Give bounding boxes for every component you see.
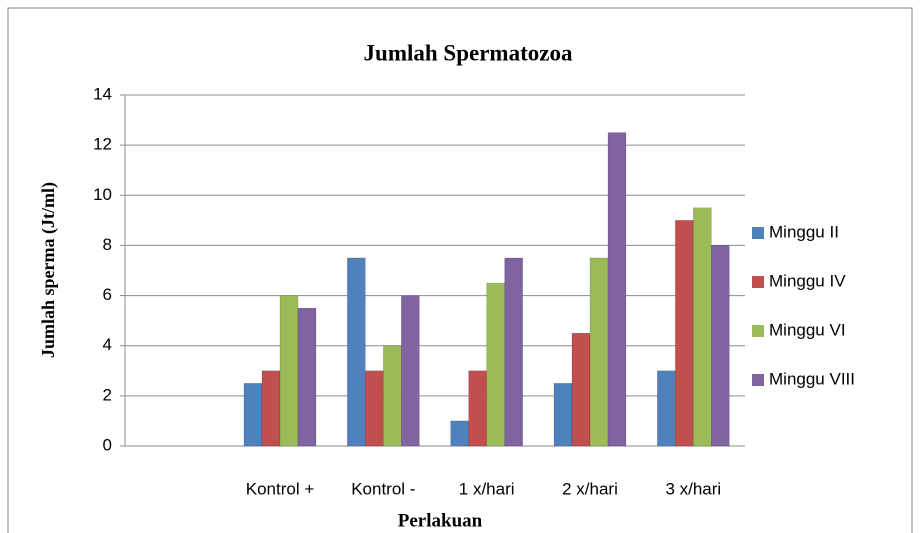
x-tick-label: 1 x/hari (459, 479, 515, 498)
bar (711, 245, 730, 447)
legend-label: Minggu VIII (769, 369, 855, 388)
bar (553, 383, 573, 447)
bar (243, 383, 263, 447)
legend-label: Minggu VI (769, 320, 846, 339)
x-tick-label: 2 x/hari (562, 479, 618, 498)
y-tick-label: 6 (103, 285, 112, 304)
legend-swatch (752, 374, 764, 386)
y-tick-label: 0 (103, 435, 112, 454)
bar (261, 370, 281, 447)
y-tick-label: 12 (93, 135, 112, 154)
bar (693, 207, 712, 447)
y-tick-label: 10 (93, 185, 112, 204)
bar (589, 257, 609, 447)
y-tick-label: 14 (93, 84, 112, 103)
bar (486, 282, 505, 447)
bar (347, 257, 366, 447)
bar (450, 420, 469, 447)
bar (657, 370, 676, 447)
bar (675, 220, 694, 447)
y-axis-label: Jumlah sperma (Jt/ml) (38, 182, 59, 358)
bar (607, 132, 627, 447)
bar (468, 370, 487, 447)
legend-label: Minggu IV (769, 271, 846, 290)
legend-label: Minggu II (769, 222, 839, 241)
x-tick-label: Kontrol + (246, 479, 315, 498)
bar (383, 345, 402, 447)
x-tick-label: 3 x/hari (665, 479, 721, 498)
legend-swatch (752, 227, 764, 239)
legend-swatch (752, 325, 764, 337)
x-tick-label: Kontrol - (351, 479, 415, 498)
bar (279, 295, 299, 447)
chart-title: Jumlah Spermatozoa (364, 40, 573, 65)
legend-swatch (752, 276, 764, 288)
bar (297, 307, 317, 447)
bar (504, 257, 523, 447)
bar (571, 332, 591, 447)
x-axis-label: Perlakuan (398, 510, 483, 531)
y-tick-label: 4 (103, 335, 112, 354)
y-tick-label: 8 (103, 235, 112, 254)
bar (401, 295, 420, 447)
y-tick-label: 2 (103, 385, 112, 404)
bar (365, 370, 384, 447)
